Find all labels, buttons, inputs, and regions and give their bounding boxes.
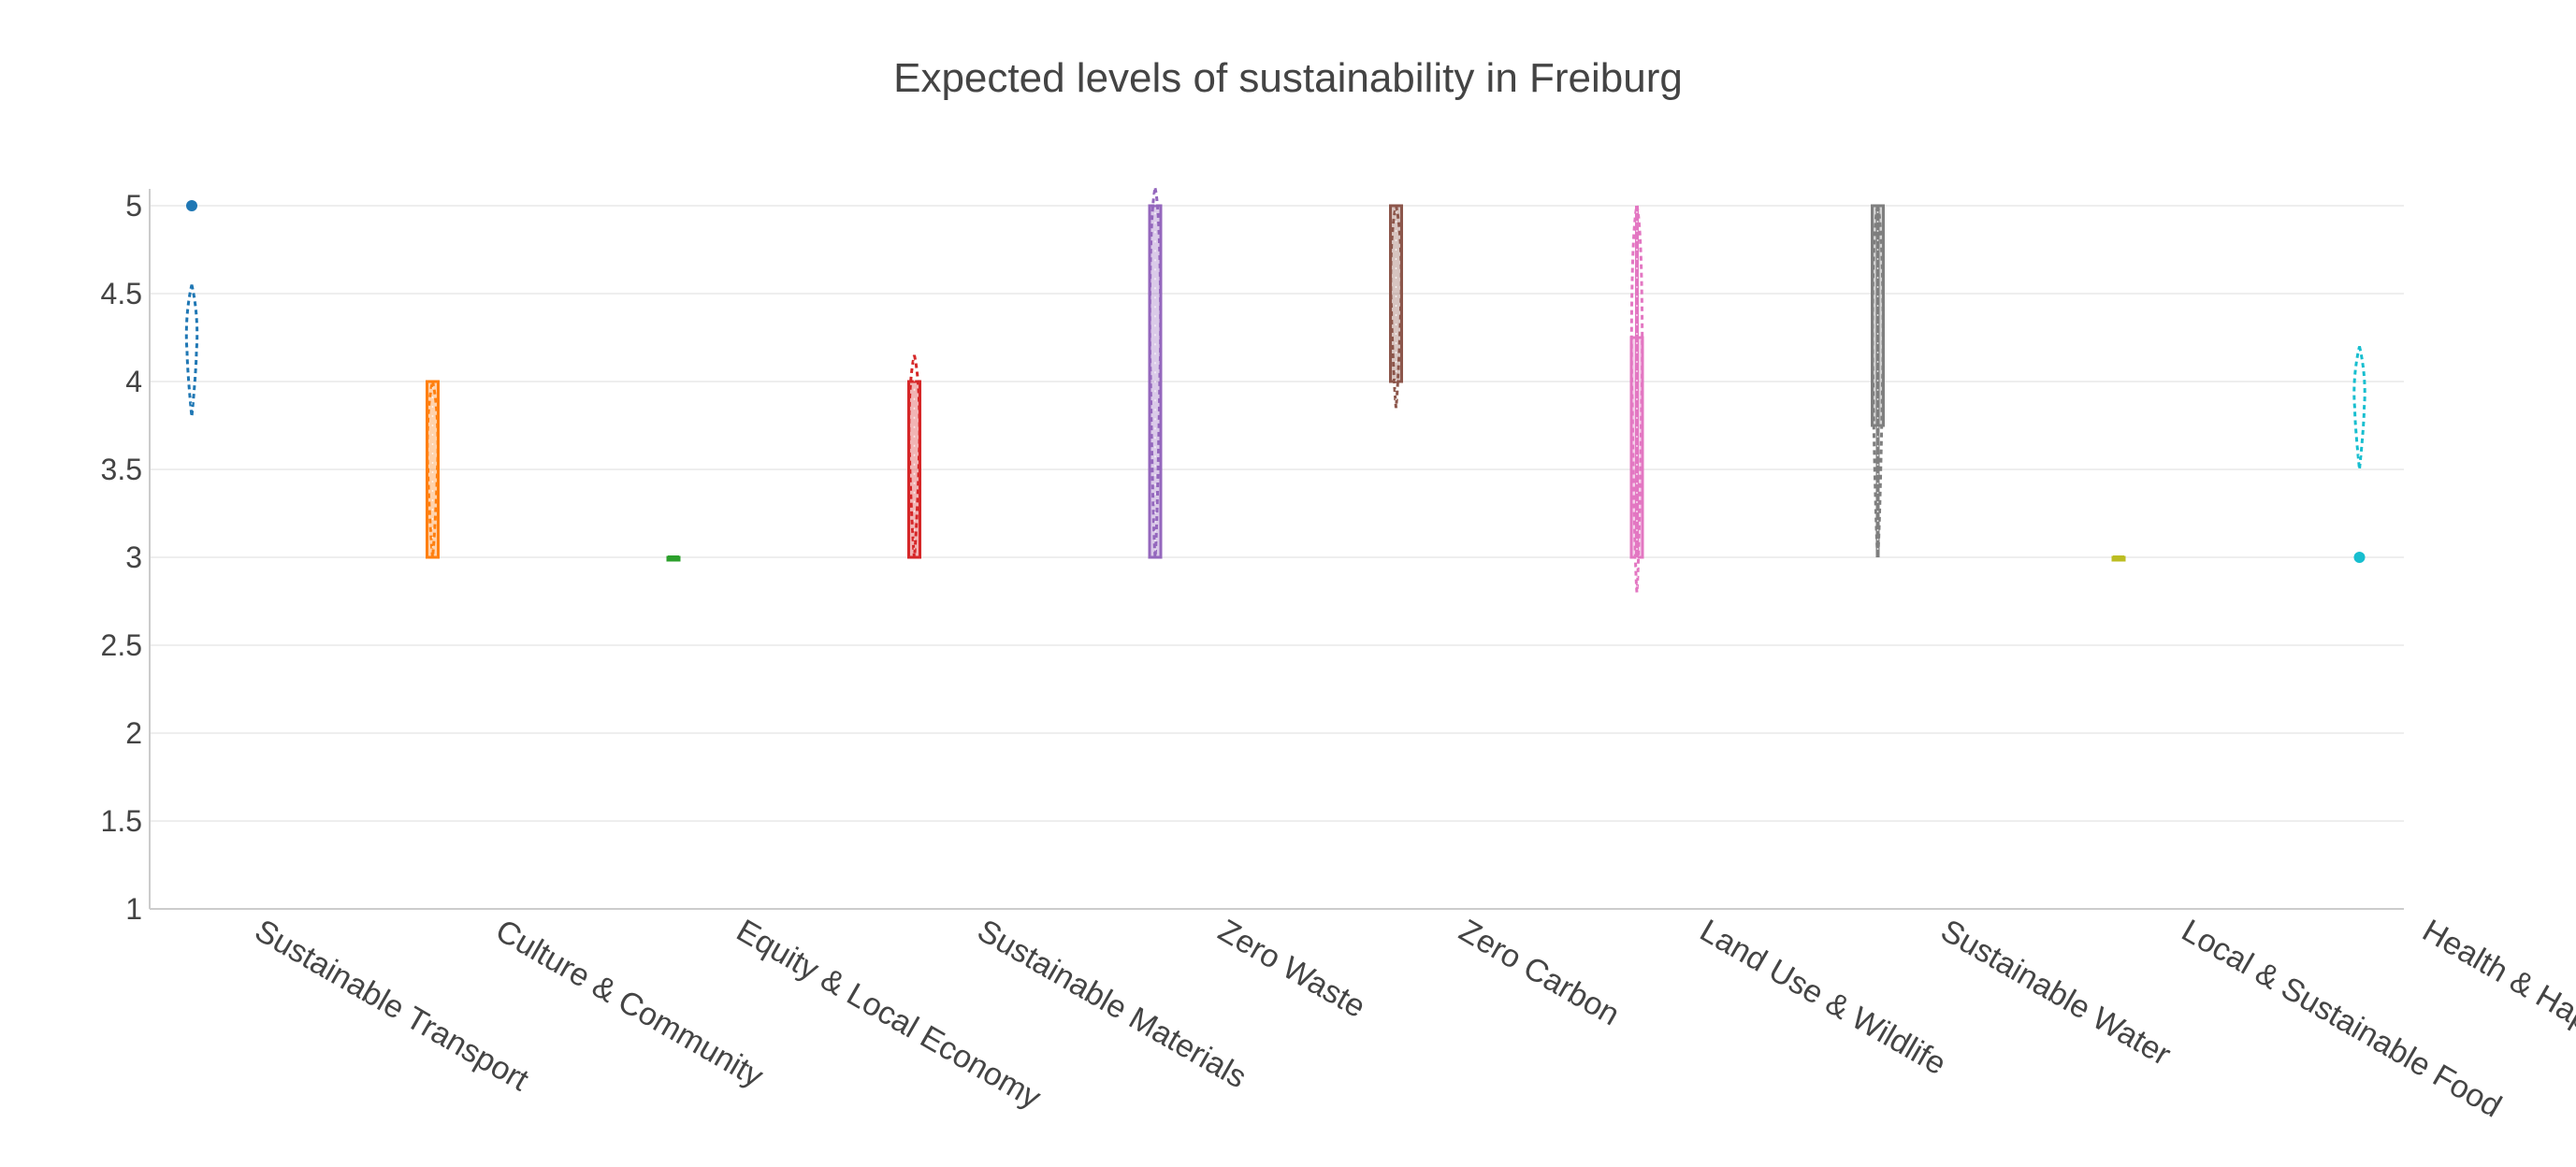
violin-outline	[907, 354, 921, 558]
y-tick-label: 3	[125, 540, 142, 574]
violin-outline	[184, 284, 199, 417]
y-tick-label: 4.5	[101, 277, 142, 310]
y-tick-label: 4	[125, 365, 142, 398]
violin-outline	[2352, 346, 2366, 470]
y-axis-ticks: 1 1.5 2 2.5 3 3.5 4 4.5 5	[101, 189, 142, 926]
violin-marks	[184, 187, 2366, 593]
y-tick-label: 2	[125, 716, 142, 750]
y-tick-label: 5	[125, 189, 142, 223]
y-tick-label: 2.5	[101, 628, 142, 662]
violin-outline	[1629, 205, 1644, 593]
violin-outline	[1871, 205, 1885, 558]
outlier-point	[2353, 552, 2366, 563]
violin-outline	[1389, 205, 1403, 409]
outlier-point	[186, 200, 197, 211]
chart-title: Expected levels of sustainability in Fre…	[893, 55, 1683, 101]
y-tick-label: 1	[125, 892, 142, 926]
gridlines	[150, 205, 2404, 822]
y-tick-label: 3.5	[101, 453, 142, 486]
violin-outline	[1148, 187, 1163, 558]
violin-outline	[426, 381, 440, 558]
y-tick-label: 1.5	[101, 804, 142, 838]
